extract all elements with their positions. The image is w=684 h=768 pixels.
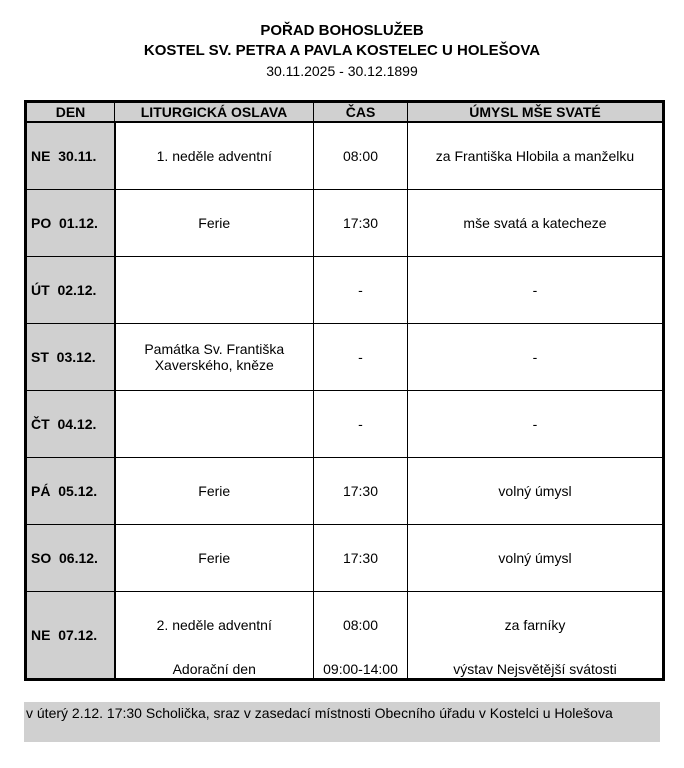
day-cell: PÁ 05.12. (25, 457, 116, 525)
time-cell: 17:30 (313, 524, 408, 592)
col-day: DEN (25, 101, 115, 123)
celebration-cell (114, 390, 314, 458)
intention-cell: volný úmysl (407, 524, 664, 592)
celebration-cell: 1. neděle adventní (114, 121, 314, 190)
day-cell: PO 01.12. (25, 189, 116, 257)
time-cell: 08:00 (313, 121, 408, 190)
col-intention: ÚMYSL MŠE SVATÉ (407, 101, 664, 123)
time-cell: 17:30 (313, 189, 408, 257)
time-cell-line: 08:00 (342, 617, 379, 633)
day-cell: ÚT 02.12. (25, 256, 116, 324)
intention-cell: volný úmysl (407, 457, 664, 525)
table-row: ÚT 02.12. - - (25, 256, 664, 324)
time-cell: - (313, 390, 408, 458)
church-name: KOSTEL SV. PETRA A PAVLA KOSTELEC U HOLE… (143, 42, 541, 59)
celebration-cell: Ferie (114, 189, 314, 257)
celebration-cell: 2. neděle adventní Adorační den (114, 591, 314, 680)
intention-cell: - (407, 323, 664, 391)
celebration-cell: Památka Sv. Františka Xaverského, kněze (114, 323, 314, 391)
intention-cell: za farníky výstav Nejsvětější svátosti (407, 591, 664, 680)
intention-cell: - (407, 256, 664, 324)
table-header: DEN LITURGICKÁ OSLAVA ČAS ÚMYSL MŠE SVAT… (25, 101, 664, 123)
col-time: ČAS (313, 101, 408, 123)
day-cell: NE 30.11. (25, 121, 116, 190)
time-cell: - (313, 256, 408, 324)
intention-cell-line: výstav Nejsvětější svátosti (453, 661, 617, 677)
celebration-cell: Ferie (114, 457, 314, 525)
time-cell: 17:30 (313, 457, 408, 525)
day-cell: ČT 04.12. (25, 390, 116, 458)
date-range: 30.11.2025 - 30.12.1899 (266, 63, 418, 79)
intention-cell: mše svatá a katecheze (407, 189, 664, 257)
table-row: ČT 04.12. - - (25, 390, 664, 458)
time-cell: - (313, 323, 408, 391)
table-row: PÁ 05.12. Ferie 17:30 volný úmysl (25, 457, 664, 525)
celebration-cell (114, 256, 314, 324)
intention-cell: - (407, 390, 664, 458)
intention-cell-line: za farníky (504, 617, 566, 633)
table-row: SO 06.12. Ferie 17:30 volný úmysl (25, 524, 664, 592)
intention-cell: za Františka Hlobila a manželku (407, 121, 664, 190)
table-row: ST 03.12. Památka Sv. Františka Xaverskéh… (25, 323, 664, 391)
schedule-table: DEN LITURGICKÁ OSLAVA ČAS ÚMYSL MŠE SVAT… (24, 100, 665, 681)
page-title: POŘAD BOHOSLUŽEB (260, 22, 424, 39)
table-row: NE 30.11. 1. neděle adventní 08:00 za Frant… (25, 121, 664, 190)
celebration-cell-line: 2. neděle adventní (156, 617, 272, 633)
day-cell: SO 06.12. (25, 524, 116, 592)
announcement-note: v úterý 2.12. 17:30 Scholička, sraz v za… (24, 702, 660, 742)
celebration-cell: Ferie (114, 524, 314, 592)
col-celebration: LITURGICKÁ OSLAVA (114, 101, 314, 123)
table-row: NE 07.12. 2. neděle adventní Adorační den 0… (25, 591, 664, 680)
time-cell: 08:00 09:00-14:00 (313, 591, 408, 680)
table-row: PO 01.12. Ferie 17:30 mše svatá a katecheze (25, 189, 664, 257)
day-cell: ST 03.12. (25, 323, 116, 391)
day-cell: NE 07.12. (25, 591, 116, 680)
time-cell-line: 09:00-14:00 (323, 661, 398, 677)
celebration-cell-line: Adorační den (172, 661, 256, 677)
